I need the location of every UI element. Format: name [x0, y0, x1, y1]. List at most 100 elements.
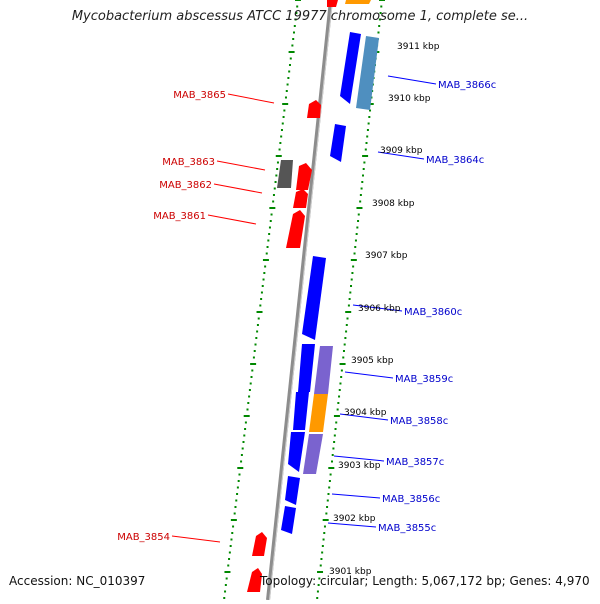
minor-tick-dot: [345, 324, 348, 326]
minor-tick-dot: [228, 551, 231, 554]
gene-label-mab-3856c[interactable]: MAB_3856c: [382, 494, 440, 505]
gene-label-mab-3855c[interactable]: MAB_3855c: [378, 523, 436, 534]
gene-mab-3866c-block[interactable]: [340, 32, 361, 104]
minor-tick-dot: [232, 525, 235, 528]
minor-tick-dot: [357, 220, 360, 222]
minor-tick-dot: [354, 246, 357, 248]
gene-label-mab-3863[interactable]: MAB_3863: [162, 157, 215, 168]
minor-tick-dot: [340, 369, 343, 372]
minor-tick-dot: [268, 226, 271, 229]
minor-tick-dot: [353, 252, 356, 255]
gene-label-mab-3861[interactable]: MAB_3861: [153, 211, 206, 222]
major-tick-dash: [356, 207, 363, 209]
gene-mab-3861-block[interactable]: [286, 210, 305, 248]
minor-tick-dot: [289, 57, 292, 60]
minor-tick-dot: [272, 194, 275, 196]
minor-tick-dot: [243, 434, 246, 437]
major-tick-dash: [262, 259, 269, 261]
gene-label-mab-3859c[interactable]: MAB_3859c: [395, 374, 453, 385]
minor-tick-dot: [270, 213, 273, 216]
major-tick-dash: [288, 51, 295, 53]
minor-tick-dot: [244, 428, 247, 430]
gene-label-mab-3865[interactable]: MAB_3865: [173, 90, 226, 101]
gene-mab-3862-block[interactable]: [296, 163, 312, 190]
minor-tick-dot: [224, 590, 227, 593]
minor-tick-dot: [379, 12, 382, 14]
gene-label-mab-3866c[interactable]: MAB_3866c: [438, 80, 496, 91]
gene-mab-3858c-feature[interactable]: [309, 394, 328, 432]
bottom-forward-gene-block[interactable]: [247, 568, 262, 592]
minor-tick-dot: [285, 90, 288, 92]
gene-mab-3859c-block[interactable]: [298, 344, 315, 392]
gene-mab-3863-block[interactable]: [277, 160, 293, 188]
minor-tick-dot: [378, 18, 381, 21]
chromosome-axis-highlight: [269, 0, 333, 601]
gene-mab-3865-block[interactable]: [307, 100, 321, 118]
top-forward-gene-fragment[interactable]: [327, 0, 338, 7]
major-tick-dash: [345, 311, 352, 313]
gene-mab-3857c-block[interactable]: [288, 432, 305, 472]
minor-tick-dot: [323, 532, 326, 534]
minor-tick-dot: [236, 486, 239, 489]
minor-tick-dot: [272, 200, 275, 203]
minor-tick-dot: [237, 480, 240, 482]
gene-mab-3862-second-block[interactable]: [293, 189, 308, 208]
gene-mab-3866c-alt-block[interactable]: [356, 36, 379, 110]
minor-tick-dot: [281, 122, 284, 125]
minor-tick-dot: [335, 421, 338, 424]
minor-tick-dot: [233, 512, 236, 515]
gene-mab-3857c-feature[interactable]: [303, 434, 323, 474]
gene-mab-3855c-block[interactable]: [281, 506, 296, 534]
minor-tick-dot: [321, 545, 324, 547]
minor-tick-dot: [267, 239, 270, 242]
minor-tick-dot: [278, 148, 281, 151]
minor-tick-dot: [364, 148, 367, 151]
ruler-tick-3911: 3911 kbp: [397, 42, 440, 52]
minor-tick-dot: [291, 44, 294, 47]
minor-tick-dot: [223, 597, 226, 599]
major-tick-dash: [230, 519, 237, 521]
minor-tick-dot: [287, 77, 290, 79]
ruler-tick-3908: 3908 kbp: [372, 199, 415, 209]
gene-mab-3858c-block[interactable]: [293, 392, 309, 430]
minor-tick-dot: [344, 337, 347, 339]
ruler-tick-3905: 3905 kbp: [351, 356, 394, 366]
minor-tick-dot: [354, 239, 357, 242]
minor-tick-dot: [247, 402, 250, 404]
minor-tick-dot: [340, 376, 343, 378]
minor-tick-dot: [235, 499, 238, 502]
minor-tick-dot: [268, 233, 271, 235]
minor-tick-dot: [231, 532, 234, 534]
gene-label-mab-3864c[interactable]: MAB_3864c: [426, 155, 484, 166]
minor-tick-dot: [240, 454, 243, 456]
minor-tick-dot: [316, 597, 319, 599]
minor-tick-dot: [316, 590, 319, 593]
minor-tick-dot: [256, 330, 259, 333]
map-title: Mycobacterium abscessus ATCC 19977 chrom…: [71, 9, 529, 24]
gene-label-mab-3854[interactable]: MAB_3854: [117, 532, 170, 543]
leader-mab-3858c: [339, 413, 389, 421]
gene-label-mab-3862[interactable]: MAB_3862: [159, 180, 212, 191]
gene-mab-3860c-block[interactable]: [302, 256, 326, 340]
minor-tick-dot: [292, 31, 295, 34]
minor-tick-dot: [361, 181, 364, 183]
minor-tick-dot: [366, 135, 369, 138]
gene-label-mab-3857c[interactable]: MAB_3857c: [386, 457, 444, 468]
minor-tick-dot: [322, 538, 325, 541]
leader-mab-3861: [207, 214, 257, 225]
minor-tick-dot: [331, 460, 334, 463]
gene-label-mab-3860c[interactable]: MAB_3860c: [404, 307, 462, 318]
gene-mab-3854-block[interactable]: [252, 532, 267, 556]
genome-summary-text: Topology: circular; Length: 5,067,172 bp…: [260, 574, 590, 588]
gene-mab-3859c-feature[interactable]: [314, 346, 333, 394]
gene-mab-3856c-block[interactable]: [285, 476, 300, 505]
minor-tick-dot: [355, 233, 358, 235]
minor-tick-dot: [377, 31, 380, 34]
minor-tick-dot: [288, 70, 291, 73]
minor-tick-dot: [266, 246, 269, 248]
minor-tick-dot: [380, 5, 383, 8]
gene-label-mab-3858c[interactable]: MAB_3858c: [390, 416, 448, 427]
major-tick-dash: [339, 363, 346, 365]
gene-mab-3864c-block[interactable]: [330, 124, 346, 162]
minor-tick-dot: [338, 395, 341, 398]
